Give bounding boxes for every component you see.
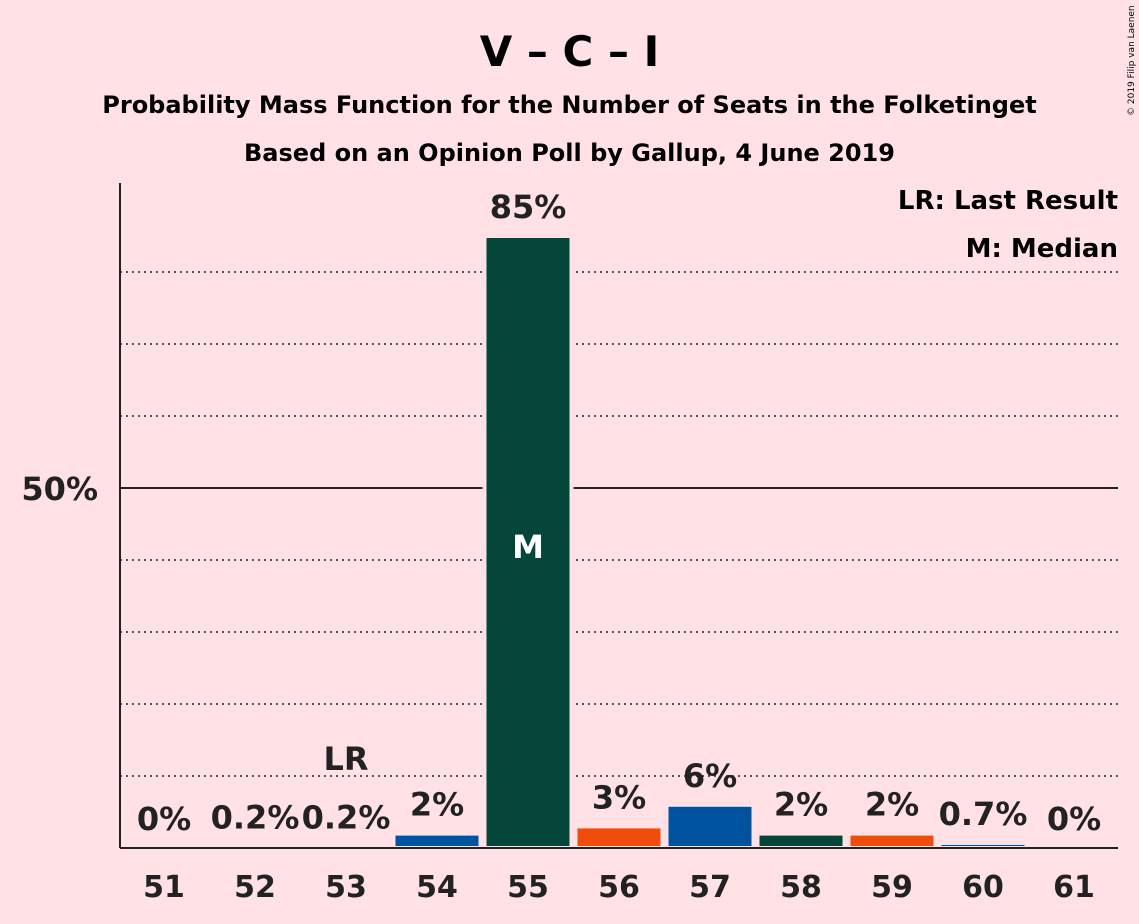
x-tick-label: 55 [507,870,549,905]
x-tick-label: 59 [871,870,913,905]
bar-value-label: 2% [774,786,828,824]
bar-seat-58 [755,831,847,850]
chart-title: V – C – I [480,27,659,76]
bar-seat-59 [846,831,938,850]
bar-value-label: 0% [137,800,191,838]
median-marker: M [512,528,544,566]
bar-value-label: 0.2% [211,799,300,837]
legend-last-result: LR: Last Result [898,186,1118,216]
x-tick-label: 54 [416,870,458,905]
bar-value-label: 0% [1047,800,1101,838]
bar-value-label: 3% [592,778,646,816]
bar-seat-57 [664,802,756,850]
x-tick-label: 56 [598,870,640,905]
bar-seat-54 [391,831,483,850]
x-tick-label: 61 [1053,870,1095,905]
x-tick-label: 60 [962,870,1004,905]
x-tick-label: 53 [325,870,367,905]
x-tick-label: 51 [143,870,185,905]
grid-layer [120,271,1118,777]
labels-layer: 0% 51 0.2% 52 0.2% 53 2% 54 85% 55 3% 56 6% 57 2% 58 2% 5… [137,188,1101,905]
chart-subtitle-1: Probability Mass Function for the Number… [102,91,1036,119]
x-tick-label: 57 [689,870,731,905]
bar-value-label: 0.2% [302,799,391,837]
bar-value-label: 2% [410,786,464,824]
last-result-marker: LR [323,740,368,778]
bar-value-label: 2% [865,786,919,824]
bar-value-label: 85% [490,188,567,226]
x-tick-label: 52 [234,870,276,905]
bar-seat-56 [573,824,665,851]
chart-subtitle-2: Based on an Opinion Poll by Gallup, 4 Ju… [244,139,895,167]
legend-median: M: Median [966,234,1118,264]
copyright-note: © 2019 Filip van Laenen [1127,5,1137,116]
x-tick-label: 58 [780,870,822,905]
bar-value-label: 0.7% [939,795,1028,833]
y-tick-label: 50% [21,470,98,508]
bar-value-label: 6% [683,757,737,795]
axis-layer: 50% [21,183,1118,849]
